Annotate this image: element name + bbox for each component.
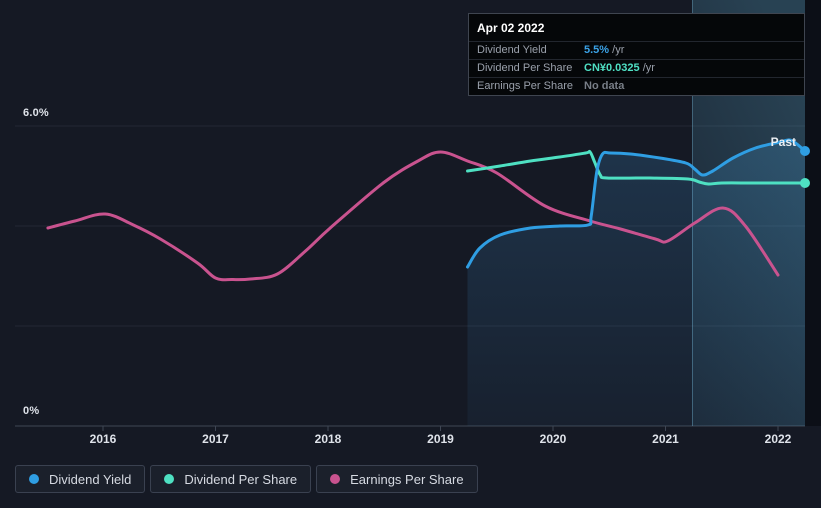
tooltip-value-unit: /yr [609, 44, 625, 56]
tooltip-value-unit: /yr [639, 62, 655, 74]
tooltip-row-dividend-yield: Dividend Yield 5.5% /yr [469, 41, 804, 59]
tooltip-label: Dividend Per Share [477, 62, 573, 74]
series-line-earnings-per-share [46, 150, 780, 282]
legend-label: Earnings Per Share [350, 471, 464, 487]
series-line-dividend-yield [466, 138, 807, 269]
tooltip-label: Dividend Yield [477, 44, 547, 56]
legend-dot-dividend-per-share [164, 474, 175, 484]
legend-dot-earnings-per-share [330, 474, 341, 484]
legend-item-dividend-yield[interactable]: Dividend Yield [15, 465, 146, 493]
tooltip-row-dividend-per-share: Dividend Per Share CN¥0.0325 /yr [469, 59, 804, 77]
tooltip-label: Earnings Per Share [477, 80, 573, 92]
x-tick-label-2022: 2022 [764, 432, 792, 446]
chart-legend: Dividend Yield Dividend Per Share Earnin… [15, 465, 478, 493]
tooltip-value: 5.5% [584, 44, 610, 56]
x-tick-label-2018: 2018 [314, 432, 342, 446]
x-tick-label-2021: 2021 [652, 432, 679, 446]
chart-tooltip: Apr 02 2022 Dividend Yield 5.5% /yr Divi… [468, 13, 805, 96]
x-tick-label-2019: 2019 [427, 432, 454, 446]
series-line-dividend-per-share [466, 149, 807, 186]
tooltip-row-earnings-per-share: Earnings Per Share No data [469, 77, 804, 95]
tooltip-date: Apr 02 2022 [477, 21, 545, 35]
x-tick-label-2020: 2020 [539, 432, 567, 446]
y-axis-label-min: 0% [23, 405, 40, 417]
legend-label: Dividend Per Share [184, 471, 298, 487]
future-region [805, 0, 821, 426]
cursor-dot-dividend-per-share [800, 178, 810, 188]
tooltip-value: No data [584, 80, 625, 92]
cursor-dot-dividend-yield [800, 146, 810, 156]
legend-item-earnings-per-share[interactable]: Earnings Per Share [316, 465, 478, 493]
legend-item-dividend-per-share[interactable]: Dividend Per Share [150, 465, 312, 493]
tooltip-value: CN¥0.0325 [584, 62, 640, 74]
x-tick-label-2016: 2016 [89, 432, 117, 446]
past-label: Past [771, 135, 796, 149]
y-axis-label-max: 6.0% [23, 107, 49, 119]
legend-label: Dividend Yield [49, 471, 132, 487]
legend-dot-dividend-yield [29, 474, 39, 484]
x-tick-label-2017: 2017 [202, 432, 229, 446]
